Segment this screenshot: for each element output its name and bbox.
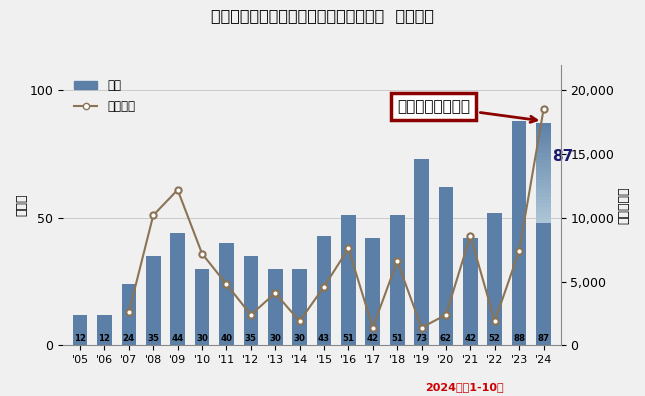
Bar	[536, 200, 551, 204]
Bar	[536, 147, 551, 150]
Bar	[536, 210, 551, 213]
Bar	[536, 157, 551, 160]
Text: 87: 87	[537, 334, 550, 343]
Bar	[244, 256, 258, 345]
Bar	[536, 204, 551, 207]
Bar	[292, 269, 307, 345]
Bar	[536, 143, 551, 147]
Text: 過去最多を更新へ: 過去最多を更新へ	[397, 99, 537, 122]
Bar	[536, 164, 551, 167]
Text: 73: 73	[415, 334, 428, 343]
Text: 脱毛サロンなどエステティック業の倒産  年次推移: 脱毛サロンなどエステティック業の倒産 年次推移	[211, 8, 434, 23]
Bar	[536, 124, 551, 127]
Bar	[536, 170, 551, 173]
Bar	[268, 269, 283, 345]
Bar	[512, 121, 526, 345]
Bar	[97, 315, 112, 345]
Bar	[536, 137, 551, 140]
Text: 24: 24	[123, 334, 135, 343]
Text: 51: 51	[392, 334, 403, 343]
Bar	[536, 197, 551, 200]
Bar	[536, 220, 551, 223]
Bar	[536, 217, 551, 220]
Text: 87: 87	[552, 149, 573, 164]
Text: 88: 88	[513, 334, 525, 343]
Bar	[536, 177, 551, 180]
Legend: 件数, 負債総額: 件数, 負債総額	[74, 79, 135, 113]
Text: 12: 12	[74, 334, 86, 343]
Bar	[146, 256, 161, 345]
Text: 62: 62	[440, 334, 452, 343]
Bar	[390, 215, 404, 345]
Text: 30: 30	[196, 334, 208, 343]
Text: 43: 43	[318, 334, 330, 343]
Bar	[536, 150, 551, 153]
Y-axis label: （件）: （件）	[15, 194, 28, 216]
Bar	[439, 187, 453, 345]
Bar	[536, 160, 551, 164]
Bar	[195, 269, 210, 345]
Bar	[536, 153, 551, 157]
Bar	[73, 315, 87, 345]
Bar	[536, 167, 551, 170]
Text: 35: 35	[245, 334, 257, 343]
Bar	[219, 244, 233, 345]
Bar	[414, 159, 429, 345]
Bar	[536, 213, 551, 217]
Text: 44: 44	[172, 334, 184, 343]
Bar	[536, 190, 551, 193]
Bar	[536, 183, 551, 187]
Bar	[536, 187, 551, 190]
Text: 2024年は1-10月: 2024年は1-10月	[425, 382, 504, 392]
Bar	[536, 127, 551, 130]
Bar	[341, 215, 355, 345]
Bar	[317, 236, 332, 345]
Bar	[488, 213, 502, 345]
Bar	[536, 140, 551, 143]
Bar	[536, 130, 551, 133]
Text: 51: 51	[342, 334, 354, 343]
Bar	[536, 180, 551, 183]
Bar	[536, 133, 551, 137]
Text: 52: 52	[489, 334, 501, 343]
Text: 42: 42	[464, 334, 477, 343]
Bar	[463, 238, 478, 345]
Bar	[536, 207, 551, 210]
Text: 42: 42	[367, 334, 379, 343]
Y-axis label: （百万円）: （百万円）	[617, 187, 630, 224]
Bar	[121, 284, 136, 345]
Bar	[170, 233, 185, 345]
Text: 30: 30	[293, 334, 306, 343]
Text: 12: 12	[99, 334, 110, 343]
Text: 30: 30	[269, 334, 281, 343]
Bar	[536, 124, 551, 345]
Bar	[536, 193, 551, 197]
Text: 35: 35	[147, 334, 159, 343]
Bar	[536, 173, 551, 177]
Text: 40: 40	[221, 334, 232, 343]
Bar	[366, 238, 380, 345]
